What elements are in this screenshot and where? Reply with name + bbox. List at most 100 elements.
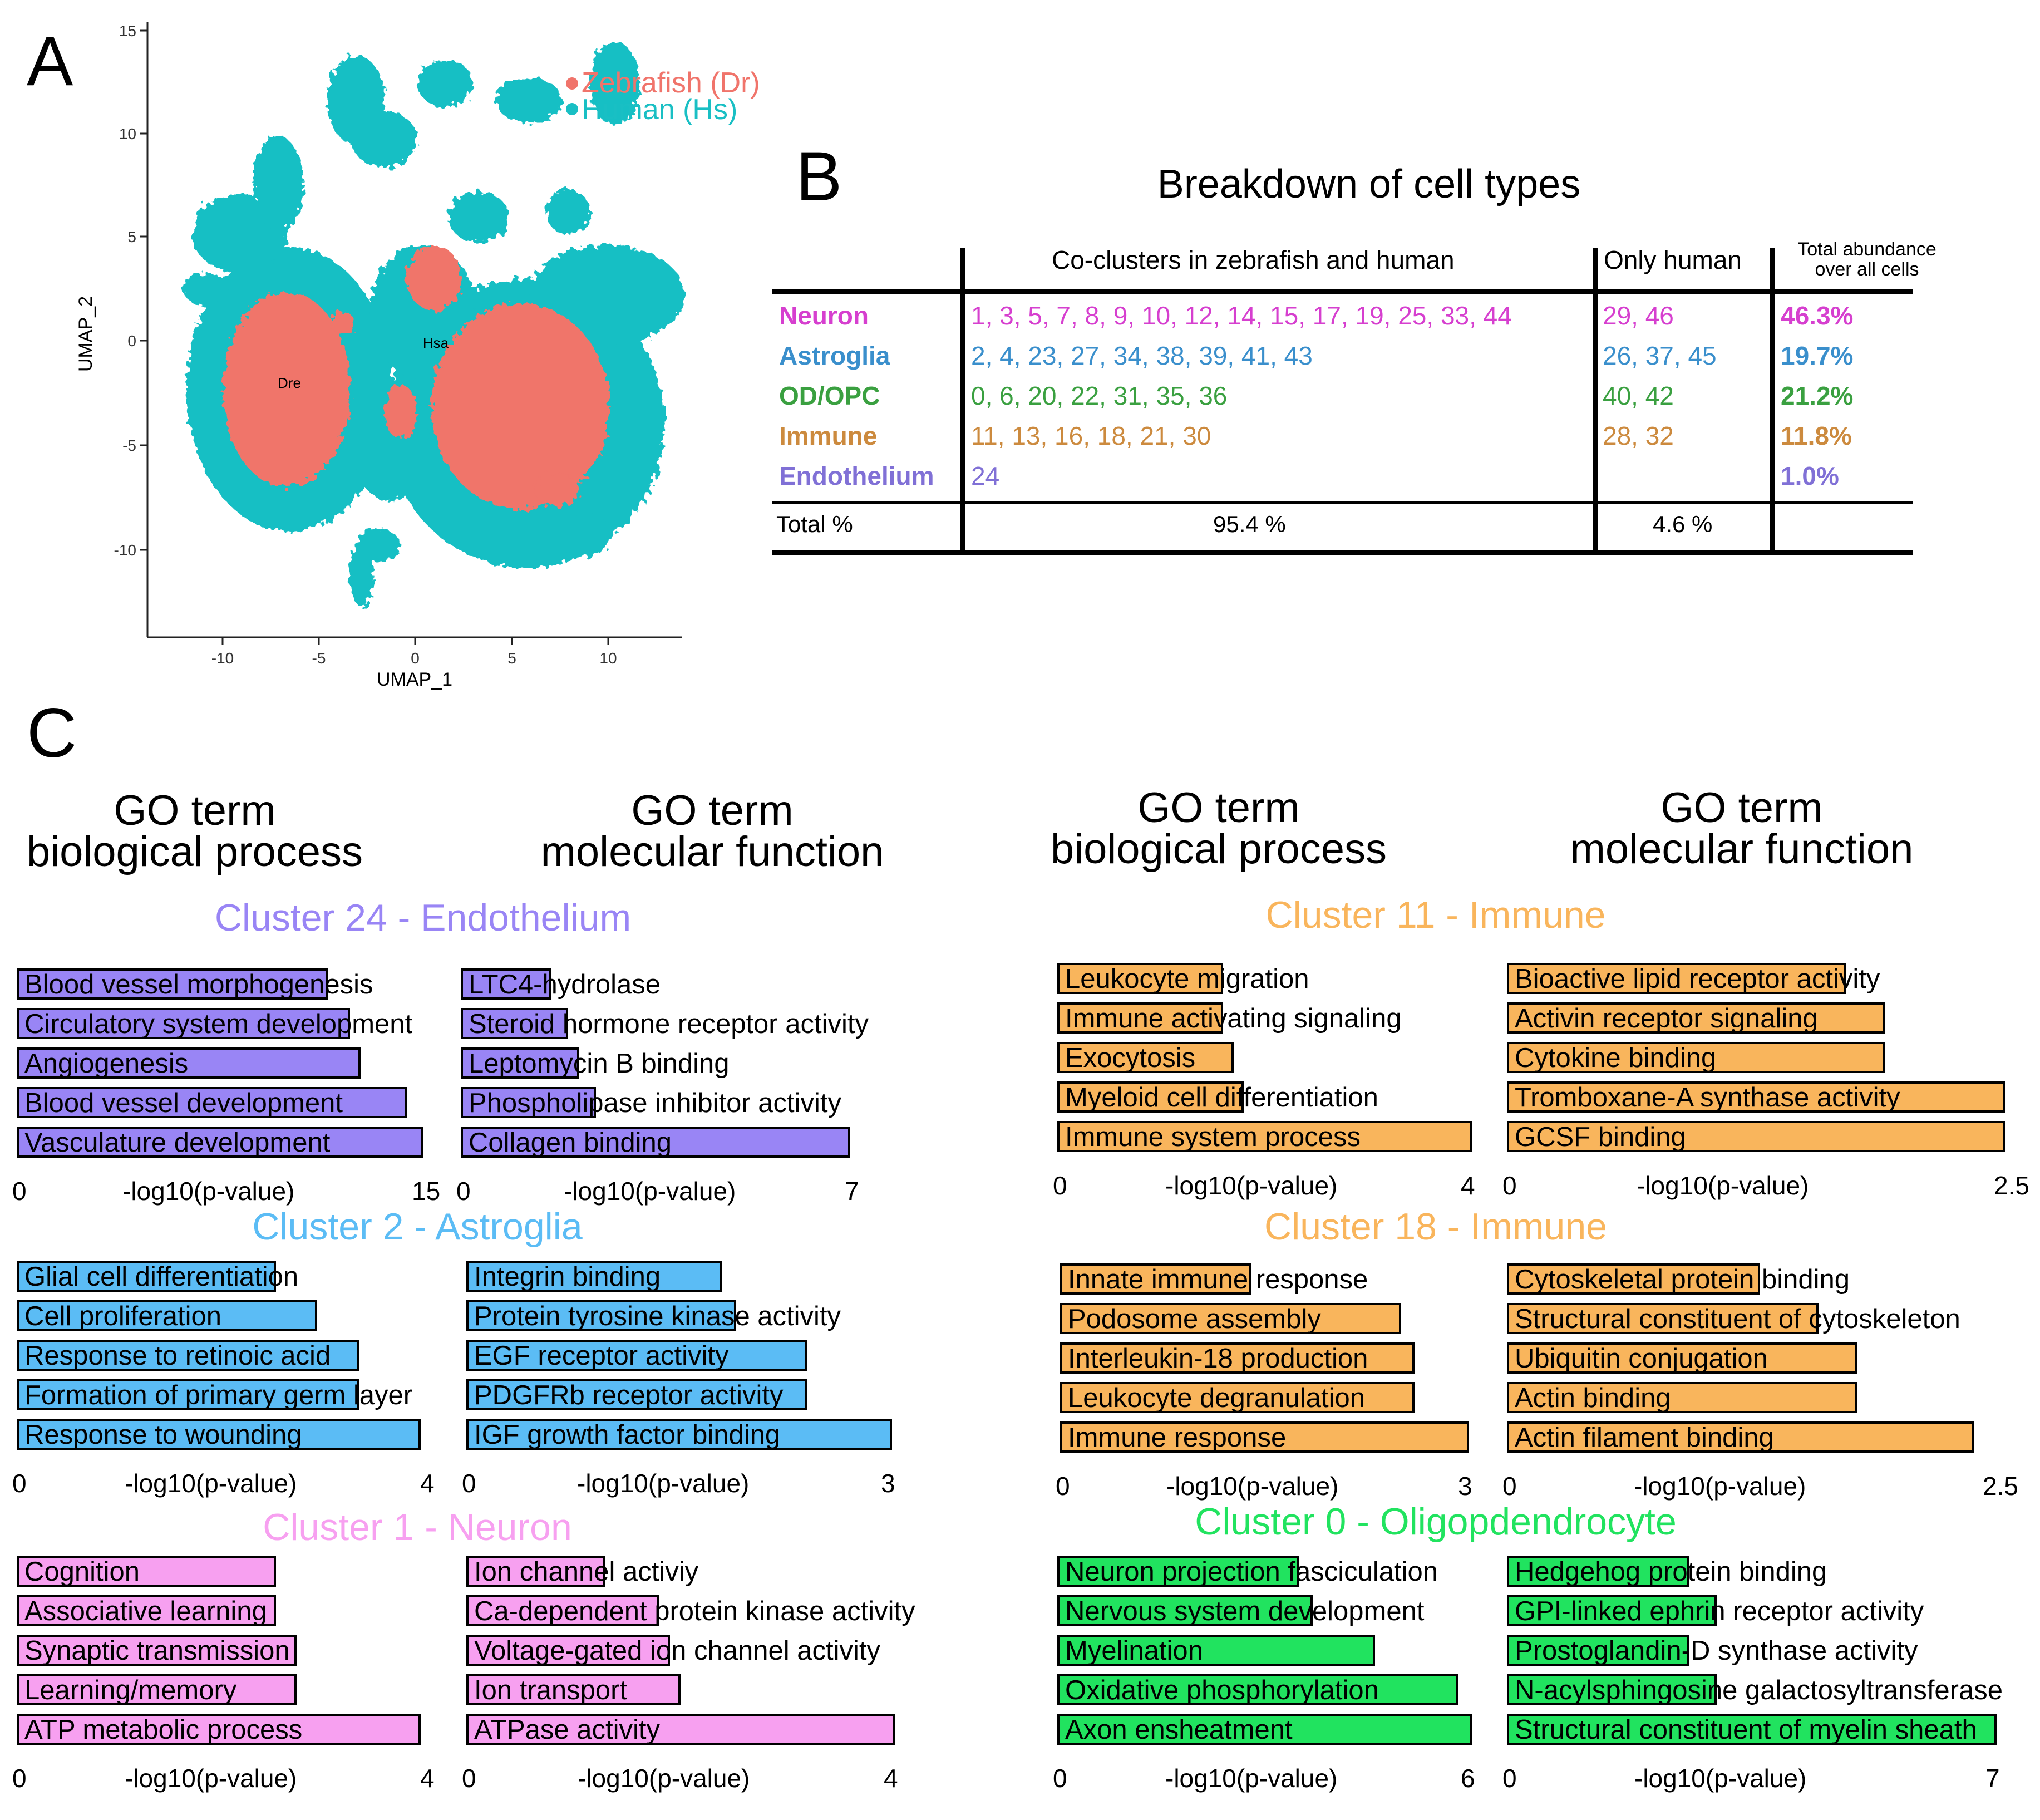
bar [17, 968, 328, 1000]
human-only-clusters: 26, 37, 45 [1603, 341, 1717, 370]
bar-row: Vasculature development [17, 1127, 423, 1160]
bar [1507, 1263, 1760, 1295]
umap-ytick-label: 0 [127, 332, 136, 350]
co-clusters: 11, 13, 16, 18, 21, 30 [971, 421, 1211, 450]
go-chart: Cytoskeletal protein binding Structural c… [1502, 1263, 2018, 1528]
bar-row: Interleukin-18 production [1060, 1342, 1469, 1376]
bar-label: Interleukin-18 production [1068, 1344, 1368, 1374]
bar-label: Neuron projection fasciculation [1065, 1557, 1438, 1587]
bar [461, 1087, 596, 1118]
x-tick-max: 7 [845, 1177, 859, 1206]
umap-legend: Zebrafish (Dr) Human (Hs) [566, 67, 760, 126]
co-clusters: 2, 4, 23, 27, 34, 38, 39, 41, 43 [971, 341, 1313, 370]
bar [1507, 1002, 1885, 1034]
panel-label-b: B [796, 138, 842, 215]
umap-annotation-hsa: Hsa [423, 335, 449, 351]
bar [1507, 1121, 2005, 1152]
bar [461, 1047, 579, 1079]
panel-label-c: C [27, 695, 77, 772]
bar-label: Formation of primary germ layer [24, 1380, 413, 1410]
bar [1507, 1674, 1717, 1705]
cell-type-name: Endothelium [779, 461, 934, 490]
go-chart: Glial cell differentiation Cell prolifera… [12, 1261, 435, 1525]
bar-row: Cytoskeletal protein binding [1507, 1263, 1994, 1297]
header-abundance: Total abundance over all cells [1778, 239, 1956, 279]
bar-label: Cytokine binding [1515, 1043, 1717, 1073]
bar-label: Blood vessel morphogenesis [24, 970, 373, 1000]
bar-label: Protein tyrosine kinase activity [474, 1301, 841, 1331]
bar [1507, 1303, 1819, 1334]
cluster-title-24: Cluster 24 - Endothelium [214, 897, 632, 939]
bar-row: Ion transport [466, 1674, 895, 1708]
bar-label: Hedgehog protein binding [1515, 1557, 1827, 1587]
table-row: Immune 11, 13, 16, 18, 21, 30 28, 32 11.8% [768, 421, 1920, 461]
go-chart: Leukocyte migration Immune activating sig… [1053, 963, 1475, 1227]
bar-label: N-acylsphingosine galactosyltransferase [1515, 1675, 2003, 1705]
bar-label: Structural constituent of cytoskeleton [1515, 1304, 1960, 1334]
bar-label: Glial cell differentiation [24, 1262, 299, 1292]
x-tick-max: 4 [1461, 1171, 1475, 1200]
go-header-bp-right-line2: biological process [1050, 825, 1387, 873]
bar-row: Exocytosis [1057, 1042, 1472, 1075]
cluster-title-0: Cluster 0 - Oligopdendrocyte [1195, 1501, 1677, 1543]
bar-label: Immune system process [1065, 1122, 1361, 1152]
human-only-clusters: 28, 32 [1603, 421, 1674, 450]
bar-label: Blood vessel development [24, 1088, 343, 1118]
bar-row: Collagen binding [461, 1127, 856, 1160]
bar [466, 1714, 895, 1745]
bar-row: Structural constituent of cytoskeleton [1507, 1303, 1994, 1336]
bar-row: Structural constituent of myelin sheath [1507, 1714, 1997, 1747]
bar [1057, 963, 1223, 994]
table-row: Neuron 1, 3, 5, 7, 8, 9, 10, 12, 14, 15, … [768, 301, 1920, 341]
bar [17, 1556, 276, 1587]
go-chart: Integrin binding Protein tyrosine kinase … [462, 1261, 895, 1525]
bar [1057, 1081, 1244, 1113]
cell-type-name: OD/OPC [779, 381, 880, 410]
bar [466, 1674, 681, 1705]
bar-label: Voltage-gated ion channel activity [474, 1636, 881, 1666]
x-tick-max: 15 [412, 1177, 441, 1206]
cell-type-table: Breakdown of cell types Co-clusters in z… [768, 156, 1936, 557]
bar-label: Ubiquitin conjugation [1515, 1344, 1768, 1374]
column-rule-3 [1770, 248, 1775, 554]
go-chart: Ion channel activiy Ca-dependent protein … [462, 1556, 915, 1820]
table-row: Endothelium 24 1.0% [768, 461, 1920, 501]
umap-ytick-label: 15 [119, 22, 136, 40]
bar [1060, 1263, 1251, 1295]
x-tick-max: 3 [1458, 1472, 1472, 1501]
abundance-value: 1.0% [1781, 461, 1839, 490]
bar [1060, 1342, 1415, 1374]
x-axis-label: -log10(p-value) [1166, 1472, 1339, 1501]
bar-row: GPI-linked ephrin receptor activity [1507, 1595, 1997, 1629]
bar [466, 1419, 892, 1450]
bar-row: Myelination [1057, 1635, 1472, 1668]
cluster-title-2: Cluster 2 - Astroglia [252, 1206, 583, 1248]
x-tick-max: 7 [1985, 1764, 2000, 1793]
umap-ytick-label: -5 [122, 437, 136, 454]
bar-label: Exocytosis [1065, 1043, 1196, 1073]
bar-label: Ca-dependent protein kinase activity [474, 1596, 915, 1626]
umap-xtick-label: 5 [507, 650, 516, 667]
bar-row: Neuron projection fasciculation [1057, 1556, 1472, 1589]
cell-type-name: Immune [779, 421, 878, 450]
bar [1507, 963, 1846, 994]
bar-label: Immune response [1068, 1423, 1287, 1453]
umap-xtick-label: -10 [211, 650, 234, 667]
header-abundance-line2: over all cells [1815, 259, 1919, 280]
legend-dot-zebrafish [566, 77, 578, 90]
x-tick-min: 0 [12, 1469, 27, 1498]
bar-label: GPI-linked ephrin receptor activity [1515, 1596, 1924, 1626]
bar-label: Bioactive lipid receptor activity [1515, 964, 1880, 994]
bar-row: Myeloid cell differentiation [1057, 1081, 1472, 1115]
bar-row: Protein tyrosine kinase activity [466, 1300, 892, 1334]
bar-label: Associative learning [24, 1596, 267, 1626]
zebrafish-cells [223, 246, 609, 509]
bar [466, 1595, 659, 1626]
bar-label: Nervous system development [1065, 1596, 1425, 1626]
bar [17, 1674, 297, 1705]
bar [1057, 1042, 1234, 1073]
bar [1507, 1714, 1997, 1745]
bar [17, 1300, 317, 1331]
bar-row: Actin filament binding [1507, 1421, 1994, 1455]
x-tick-max: 4 [420, 1764, 435, 1793]
